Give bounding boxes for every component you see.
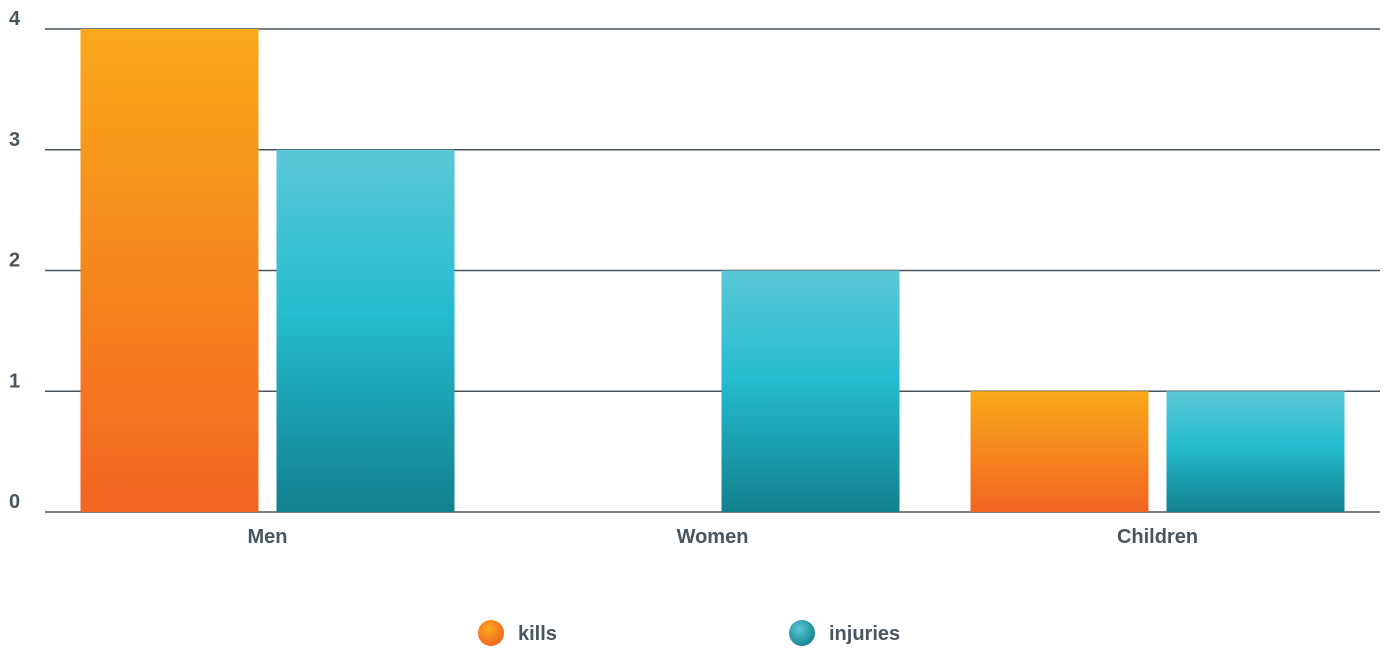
y-tick-label-4: 4 bbox=[9, 8, 21, 30]
x-axis-tick-labels: Men Women Children bbox=[248, 526, 1199, 548]
bar-kills-children bbox=[970, 391, 1149, 512]
legend-marker-kills bbox=[478, 620, 504, 646]
x-tick-label-children: Children bbox=[1117, 526, 1198, 548]
grid-lines bbox=[45, 28, 1380, 513]
y-tick-label-1: 1 bbox=[9, 370, 20, 392]
bar-injuries-men bbox=[276, 149, 455, 512]
legend: kills injuries bbox=[478, 620, 900, 646]
bar-injuries-children bbox=[1166, 391, 1345, 512]
legend-item-injuries: injuries bbox=[789, 620, 900, 646]
legend-label-injuries: injuries bbox=[829, 623, 900, 645]
legend-label-kills: kills bbox=[518, 623, 557, 645]
bar-kills-men bbox=[80, 29, 259, 512]
x-tick-label-men: Men bbox=[248, 526, 288, 548]
legend-item-kills: kills bbox=[478, 620, 557, 646]
x-tick-label-women: Women bbox=[677, 526, 749, 548]
legend-marker-injuries bbox=[789, 620, 815, 646]
y-tick-label-3: 3 bbox=[9, 129, 20, 151]
y-axis-tick-labels: 0 1 2 3 4 bbox=[9, 8, 21, 513]
bars bbox=[80, 29, 1345, 512]
y-tick-label-2: 2 bbox=[9, 250, 20, 272]
bar-injuries-women bbox=[721, 270, 900, 512]
y-tick-label-0: 0 bbox=[9, 491, 20, 513]
